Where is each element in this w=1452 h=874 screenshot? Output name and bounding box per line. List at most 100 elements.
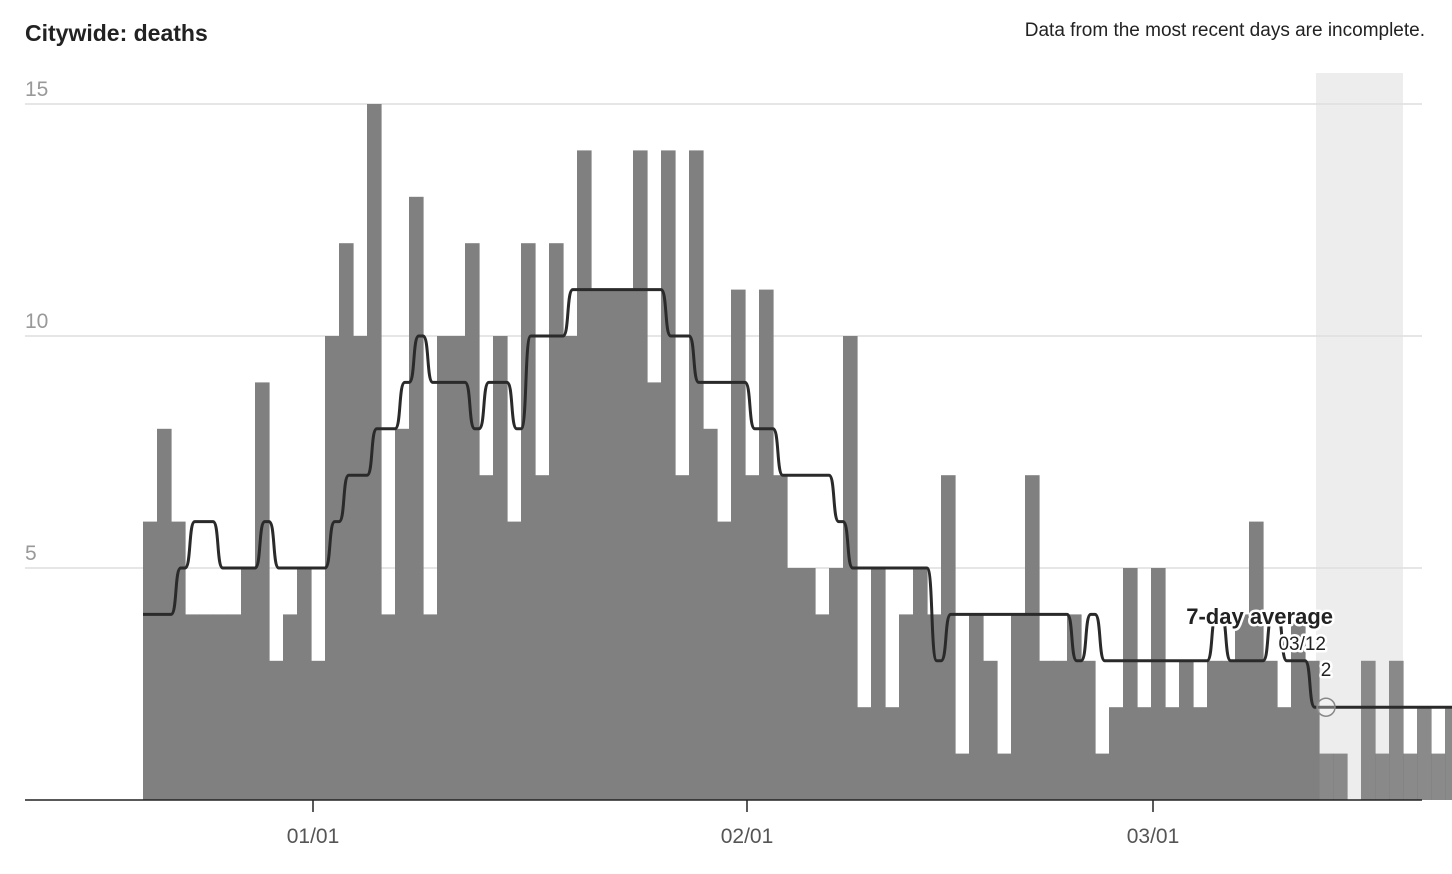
bar (829, 568, 844, 800)
bar (171, 521, 186, 800)
bar (1011, 614, 1026, 800)
bar (423, 614, 438, 800)
bar (941, 475, 956, 800)
bar (703, 428, 718, 800)
bar (1221, 660, 1236, 800)
y-tick-label: 5 (25, 542, 37, 565)
bar (1123, 568, 1138, 800)
bar (311, 660, 326, 800)
bar (297, 568, 312, 800)
bar (521, 243, 536, 800)
bar (1361, 660, 1376, 800)
incomplete-data-note: Data from the most recent days are incom… (1024, 20, 1425, 41)
bar (1081, 660, 1096, 800)
bar (381, 614, 396, 800)
bar (731, 289, 746, 800)
average-line (143, 288, 1452, 709)
annotation-series-label: 7-day average (1186, 604, 1333, 629)
bar (1403, 753, 1418, 800)
bar (1333, 753, 1348, 800)
bar (843, 336, 858, 800)
bar (213, 614, 228, 800)
chart-title: Citywide: deaths (25, 20, 208, 46)
bar (1319, 753, 1334, 800)
x-tick-label: 03/01 (1127, 825, 1180, 848)
bar (227, 614, 242, 800)
bar (143, 521, 158, 800)
bar (367, 104, 382, 800)
bar (437, 336, 452, 800)
bar (451, 336, 466, 800)
bar (997, 753, 1012, 800)
y-tick-label: 10 (25, 310, 48, 333)
annotation-date: 03/12 (1278, 634, 1326, 655)
bar (353, 336, 368, 800)
bar (1039, 660, 1054, 800)
bar (479, 475, 494, 800)
bar (857, 707, 872, 800)
bar (185, 614, 200, 800)
bar (1445, 707, 1452, 800)
x-tick-label: 02/01 (721, 825, 774, 848)
bar (605, 289, 620, 800)
bar (1193, 707, 1208, 800)
bar (787, 568, 802, 800)
bar (1137, 707, 1152, 800)
bar (493, 336, 508, 800)
bar (801, 568, 816, 800)
bar (395, 428, 410, 800)
incomplete-data-shade (1316, 73, 1403, 800)
bar (619, 289, 634, 800)
bar (759, 289, 774, 800)
bar (1389, 660, 1404, 800)
bar (913, 568, 928, 800)
bar (591, 289, 606, 800)
bar (1095, 753, 1110, 800)
bar (409, 196, 424, 801)
bar (199, 614, 214, 800)
bar (1025, 475, 1040, 800)
bar (1207, 660, 1222, 800)
bar (955, 753, 970, 800)
bar (535, 475, 550, 800)
bar (675, 475, 690, 800)
bar (647, 382, 662, 800)
bar (507, 521, 522, 800)
bar (1305, 660, 1320, 800)
bar (1179, 660, 1194, 800)
bar (1067, 614, 1082, 800)
bar (269, 660, 284, 800)
bar (241, 568, 256, 800)
bar (1417, 707, 1432, 800)
bar (815, 614, 830, 800)
bar (983, 660, 998, 800)
bar (1235, 614, 1250, 800)
bar (871, 568, 886, 800)
bar (661, 150, 676, 800)
bar (339, 243, 354, 800)
hover-marker (1316, 697, 1336, 717)
bar (969, 614, 984, 800)
bar (255, 382, 270, 800)
bar (1151, 568, 1166, 800)
bar (717, 521, 732, 800)
annotation-value: 2 (1321, 660, 1332, 681)
y-tick-label: 15 (25, 78, 48, 101)
bar (1277, 707, 1292, 800)
bar (1165, 707, 1180, 800)
bar (563, 336, 578, 800)
bar (465, 243, 480, 800)
bar (1431, 753, 1446, 800)
bar (885, 707, 900, 800)
bar (283, 614, 298, 800)
bar (745, 475, 760, 800)
bar (577, 150, 592, 800)
bar (773, 475, 788, 800)
bar (1053, 660, 1068, 800)
bar (633, 150, 648, 800)
bar (549, 243, 564, 800)
bar (1109, 707, 1124, 800)
bar (325, 336, 340, 800)
